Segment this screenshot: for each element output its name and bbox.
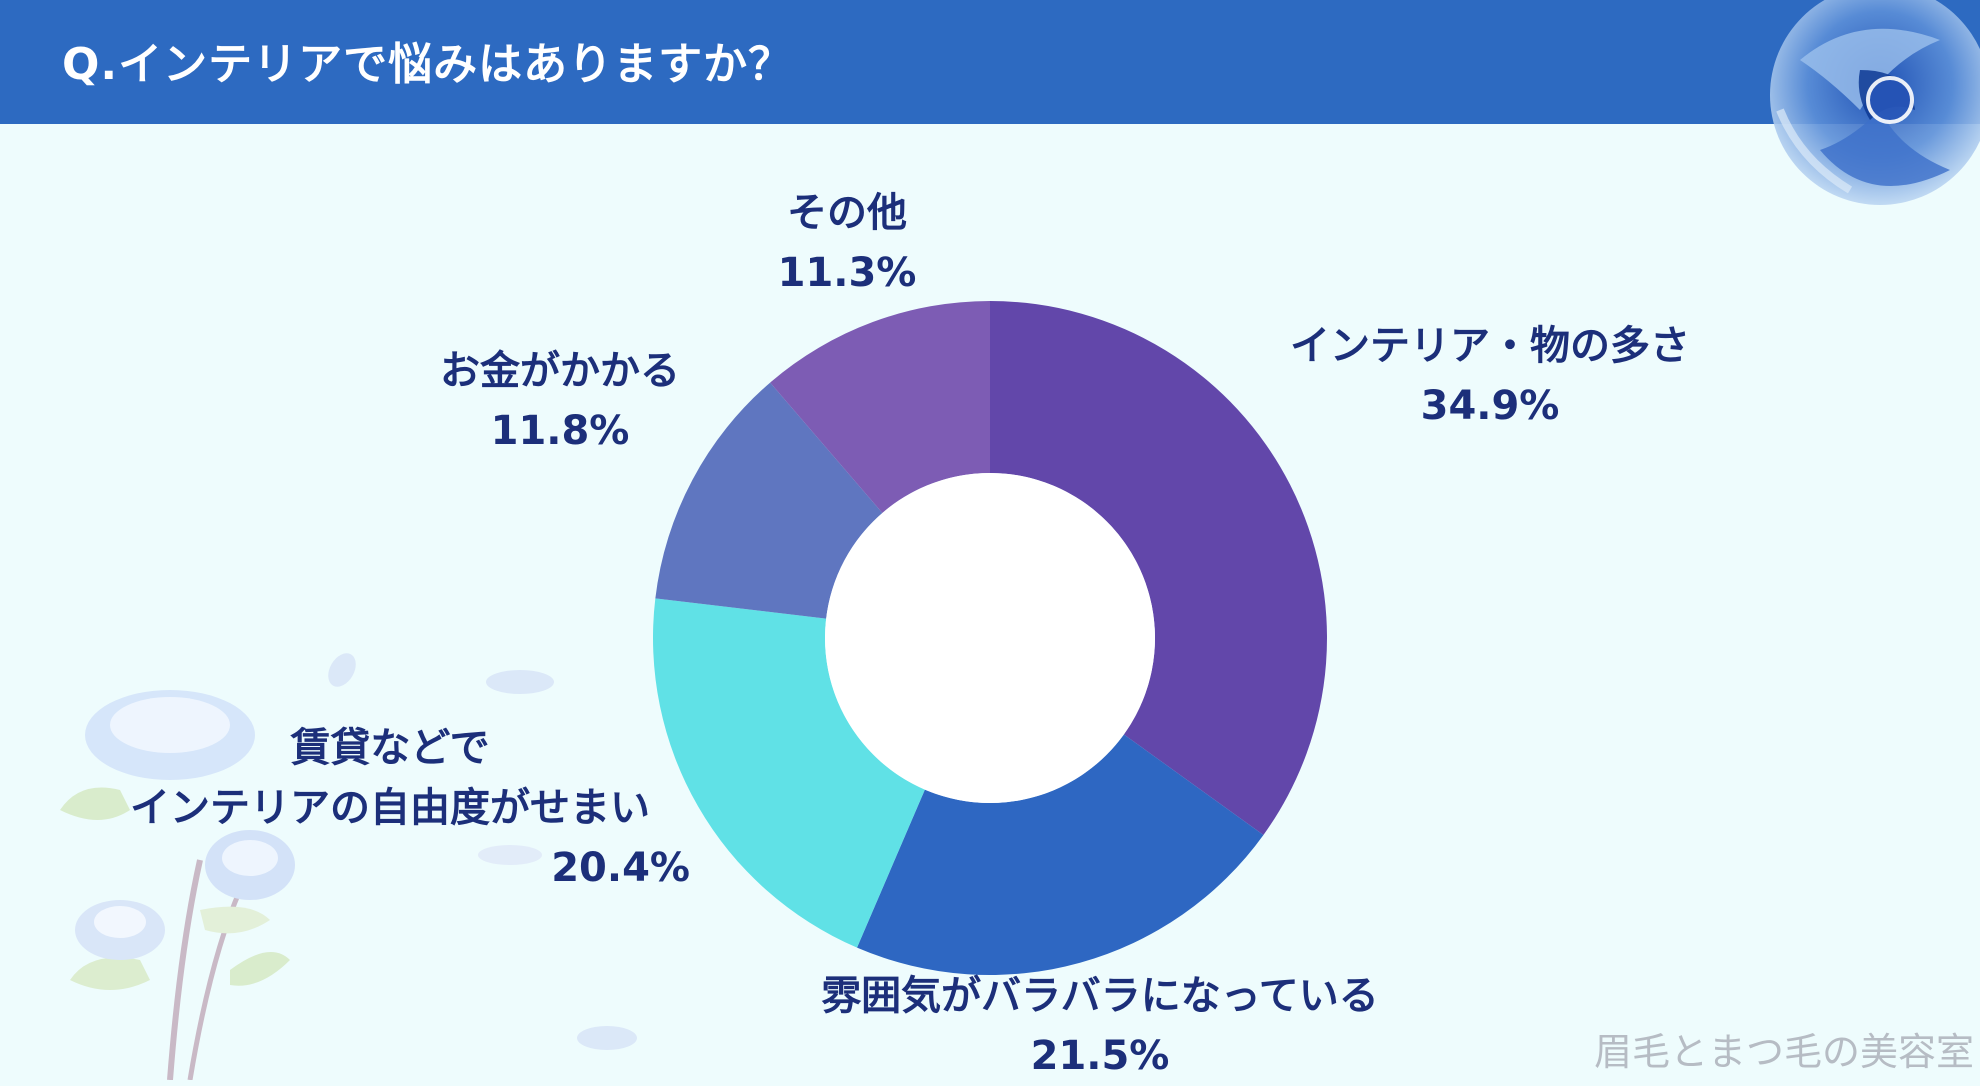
- rose-bouquet-icon: [60, 690, 295, 1080]
- slice-value-label: 20.4%: [551, 845, 690, 891]
- slice-category-label: お金がかかる: [440, 348, 680, 394]
- slice-label: 雰囲気がバラバラになっている 21.5%: [750, 966, 1450, 1086]
- petal-icon: [486, 670, 554, 694]
- donut-slice: [770, 301, 990, 513]
- donut-slice: [990, 301, 1327, 835]
- slice-value-label: 21.5%: [1030, 1033, 1170, 1079]
- slice-category-label: 賃貸などで インテリアの自由度がせまい: [90, 718, 690, 838]
- page-title: Q.インテリアで悩みはありますか？: [62, 39, 794, 90]
- petal-icon: [478, 845, 542, 865]
- header-bar: Q.インテリアで悩みはありますか？: [0, 0, 1980, 124]
- slice-label: お金がかかる 11.8%: [380, 341, 740, 461]
- slice-category-label: 雰囲気がバラバラになっている: [821, 973, 1379, 1019]
- donut-slice: [857, 734, 1264, 975]
- petal-icon: [577, 1026, 637, 1050]
- slice-category-line: インテリアの自由度がせまい: [130, 785, 650, 831]
- petal-icon: [328, 653, 356, 687]
- slice-label: インテリア・物の多さ 34.9%: [1240, 316, 1740, 436]
- slice-label: 賃貸などで インテリアの自由度がせまい 20.4%: [90, 718, 690, 898]
- slice-category-line: 賃貸などで: [290, 725, 490, 771]
- donut-slice: [652, 598, 925, 948]
- donut-slice: [655, 382, 883, 619]
- watermark: 眉毛とまつ毛の美容室: [1593, 1030, 1974, 1074]
- slice-value-label: 11.8%: [490, 408, 630, 454]
- slice-category-label: インテリア・物の多さ: [1290, 323, 1690, 369]
- slice-label: その他 11.3%: [697, 183, 997, 303]
- slice-value-label: 11.3%: [777, 250, 917, 296]
- slice-value-label: 34.9%: [1420, 383, 1560, 429]
- donut-hole: [825, 473, 1155, 803]
- rose-decoration-icon: [1770, 0, 1980, 205]
- slice-category-label: その他: [787, 190, 907, 236]
